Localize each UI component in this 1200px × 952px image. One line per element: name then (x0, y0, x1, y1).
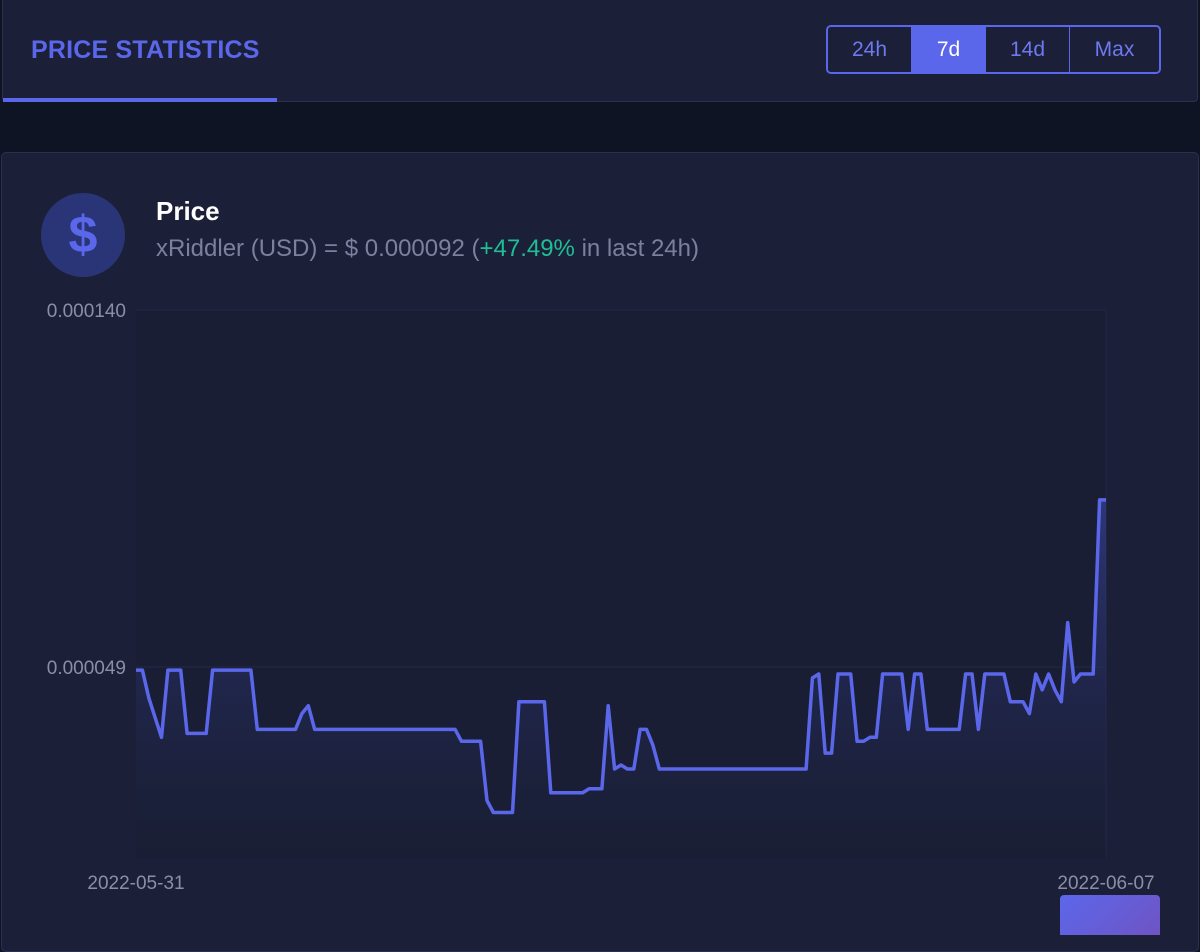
y-tick-label: 0.000140 (47, 301, 126, 322)
x-tick-label: 2022-05-31 (87, 873, 184, 894)
scroll-to-top-button[interactable] (1060, 895, 1160, 935)
y-tick-label: 0.000049 (47, 658, 126, 679)
x-tick-label: 2022-06-07 (1057, 873, 1154, 894)
